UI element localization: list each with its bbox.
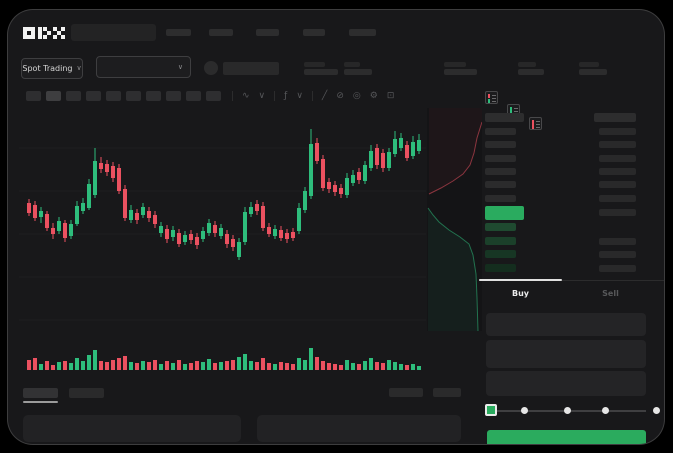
slider-stop-dot[interactable] bbox=[564, 407, 571, 414]
nav-item-placeholder[interactable] bbox=[303, 29, 325, 36]
ask-price-placeholder[interactable] bbox=[485, 155, 516, 162]
app-window: Spot Trading ∨ ∨ ∿ ∨ ƒ ∨ ╱ ⊘ ◎ ⚙ ⊡ bbox=[7, 9, 665, 445]
nav-item-placeholder[interactable] bbox=[349, 29, 376, 36]
nav-item-placeholder[interactable] bbox=[166, 29, 191, 36]
pair-icon bbox=[204, 61, 218, 75]
ask-price-placeholder[interactable] bbox=[485, 128, 516, 135]
settings-icon[interactable]: ⚙ bbox=[369, 90, 378, 101]
timeframe-buttons bbox=[26, 91, 221, 101]
order-book[interactable] bbox=[479, 10, 664, 281]
buy-submit-button[interactable] bbox=[487, 430, 646, 444]
market-type-label: Spot Trading bbox=[22, 64, 73, 73]
line-tool-icon[interactable]: ╱ bbox=[321, 90, 328, 101]
book-header-amount-placeholder[interactable] bbox=[594, 113, 636, 122]
ticker-stat bbox=[444, 62, 477, 75]
ticker-stat bbox=[344, 62, 372, 75]
slider-stop-dot[interactable] bbox=[602, 407, 609, 414]
toolbar-separator bbox=[274, 91, 276, 101]
bid-amount-placeholder[interactable] bbox=[599, 209, 636, 216]
timeframe-button-placeholder[interactable] bbox=[86, 91, 101, 101]
ticker-stat bbox=[579, 62, 607, 75]
order-amount-field[interactable] bbox=[486, 340, 646, 368]
nav-item-placeholder[interactable] bbox=[256, 29, 279, 36]
chevron-down-icon[interactable]: ∨ bbox=[296, 90, 303, 101]
timeframe-button-placeholder[interactable] bbox=[186, 91, 201, 101]
bid-price-placeholder[interactable] bbox=[485, 223, 516, 231]
order-total-field[interactable] bbox=[486, 371, 646, 396]
bottom-action-placeholder[interactable] bbox=[389, 388, 423, 397]
expand-icon[interactable]: ⊡ bbox=[386, 90, 395, 101]
buy-tab-underline bbox=[479, 279, 562, 281]
nav-item-placeholder[interactable] bbox=[209, 29, 233, 36]
last-price-indicator[interactable] bbox=[485, 206, 524, 220]
bottom-action-placeholder[interactable] bbox=[433, 388, 461, 397]
timeframe-button-placeholder[interactable] bbox=[126, 91, 141, 101]
timeframe-button-placeholder[interactable] bbox=[46, 91, 61, 101]
chevron-down-icon: ∨ bbox=[177, 62, 183, 71]
ask-amount-placeholder[interactable] bbox=[599, 155, 636, 162]
bid-amount-placeholder[interactable] bbox=[599, 238, 636, 245]
timeframe-button-placeholder[interactable] bbox=[166, 91, 181, 101]
bid-amount-placeholder[interactable] bbox=[599, 265, 636, 272]
camera-icon[interactable]: ◎ bbox=[352, 90, 361, 101]
indicator-icon[interactable]: ƒ bbox=[284, 90, 288, 101]
depth-chart[interactable] bbox=[427, 108, 482, 331]
toolbar-separator bbox=[232, 91, 233, 101]
timeframe-button-placeholder[interactable] bbox=[146, 91, 161, 101]
ask-amount-placeholder[interactable] bbox=[599, 168, 636, 175]
order-price-field[interactable] bbox=[486, 313, 646, 336]
volume-chart[interactable] bbox=[19, 344, 426, 370]
compare-icon[interactable]: ⊘ bbox=[336, 90, 344, 101]
chevron-down-icon: ∨ bbox=[76, 64, 82, 72]
bid-amount-placeholder[interactable] bbox=[599, 251, 636, 258]
orders-panel-placeholder bbox=[257, 415, 461, 442]
ask-price-placeholder[interactable] bbox=[485, 181, 516, 188]
bid-price-placeholder[interactable] bbox=[485, 237, 516, 245]
ask-price-placeholder[interactable] bbox=[485, 141, 516, 148]
okx-logo[interactable] bbox=[23, 26, 65, 40]
candle-style-icon[interactable]: ∿ bbox=[242, 90, 250, 101]
candlestick-chart[interactable] bbox=[19, 106, 426, 341]
timeframe-button-placeholder[interactable] bbox=[106, 91, 121, 101]
nav-search-placeholder[interactable] bbox=[71, 24, 156, 41]
timeframe-button-placeholder[interactable] bbox=[206, 91, 221, 101]
bottom-tab-active-placeholder[interactable] bbox=[23, 388, 58, 398]
market-type-dropdown[interactable]: Spot Trading ∨ bbox=[21, 58, 83, 79]
pair-selector-dropdown[interactable]: ∨ bbox=[96, 56, 191, 78]
timeframe-button-placeholder[interactable] bbox=[66, 91, 81, 101]
bid-price-placeholder[interactable] bbox=[485, 264, 516, 272]
slider-stop-dot[interactable] bbox=[521, 407, 528, 414]
book-header-price-placeholder[interactable] bbox=[485, 113, 524, 122]
ask-price-placeholder[interactable] bbox=[485, 168, 516, 175]
pair-name-placeholder bbox=[223, 62, 279, 75]
tabs-divider bbox=[479, 280, 664, 281]
tab-buy[interactable]: Buy bbox=[511, 289, 529, 298]
bid-price-placeholder[interactable] bbox=[485, 250, 516, 258]
ask-amount-placeholder[interactable] bbox=[599, 141, 636, 148]
chevron-down-icon[interactable]: ∨ bbox=[258, 90, 266, 101]
toolbar-separator bbox=[311, 91, 313, 101]
slider-stop-dot[interactable] bbox=[653, 407, 660, 414]
orders-panel-placeholder bbox=[23, 415, 241, 442]
ask-price-placeholder[interactable] bbox=[485, 195, 516, 202]
timeframe-button-placeholder[interactable] bbox=[26, 91, 41, 101]
tab-sell[interactable]: Sell bbox=[602, 289, 619, 298]
book-asks-view-icon[interactable] bbox=[529, 117, 542, 130]
ask-amount-placeholder[interactable] bbox=[599, 128, 636, 135]
ask-amount-placeholder[interactable] bbox=[599, 195, 636, 202]
bottom-tab-placeholder[interactable] bbox=[69, 388, 104, 398]
bottom-tab-underline bbox=[23, 401, 58, 403]
ask-amount-placeholder[interactable] bbox=[599, 181, 636, 188]
ticker-stat bbox=[304, 62, 338, 75]
book-split-view-icon[interactable] bbox=[485, 91, 498, 104]
amount-slider-handle[interactable] bbox=[485, 404, 497, 416]
chart-toolbar-icons: ∿ ∨ ƒ ∨ ╱ ⊘ ◎ ⚙ ⊡ bbox=[232, 90, 394, 102]
ticker-stat bbox=[518, 62, 544, 75]
